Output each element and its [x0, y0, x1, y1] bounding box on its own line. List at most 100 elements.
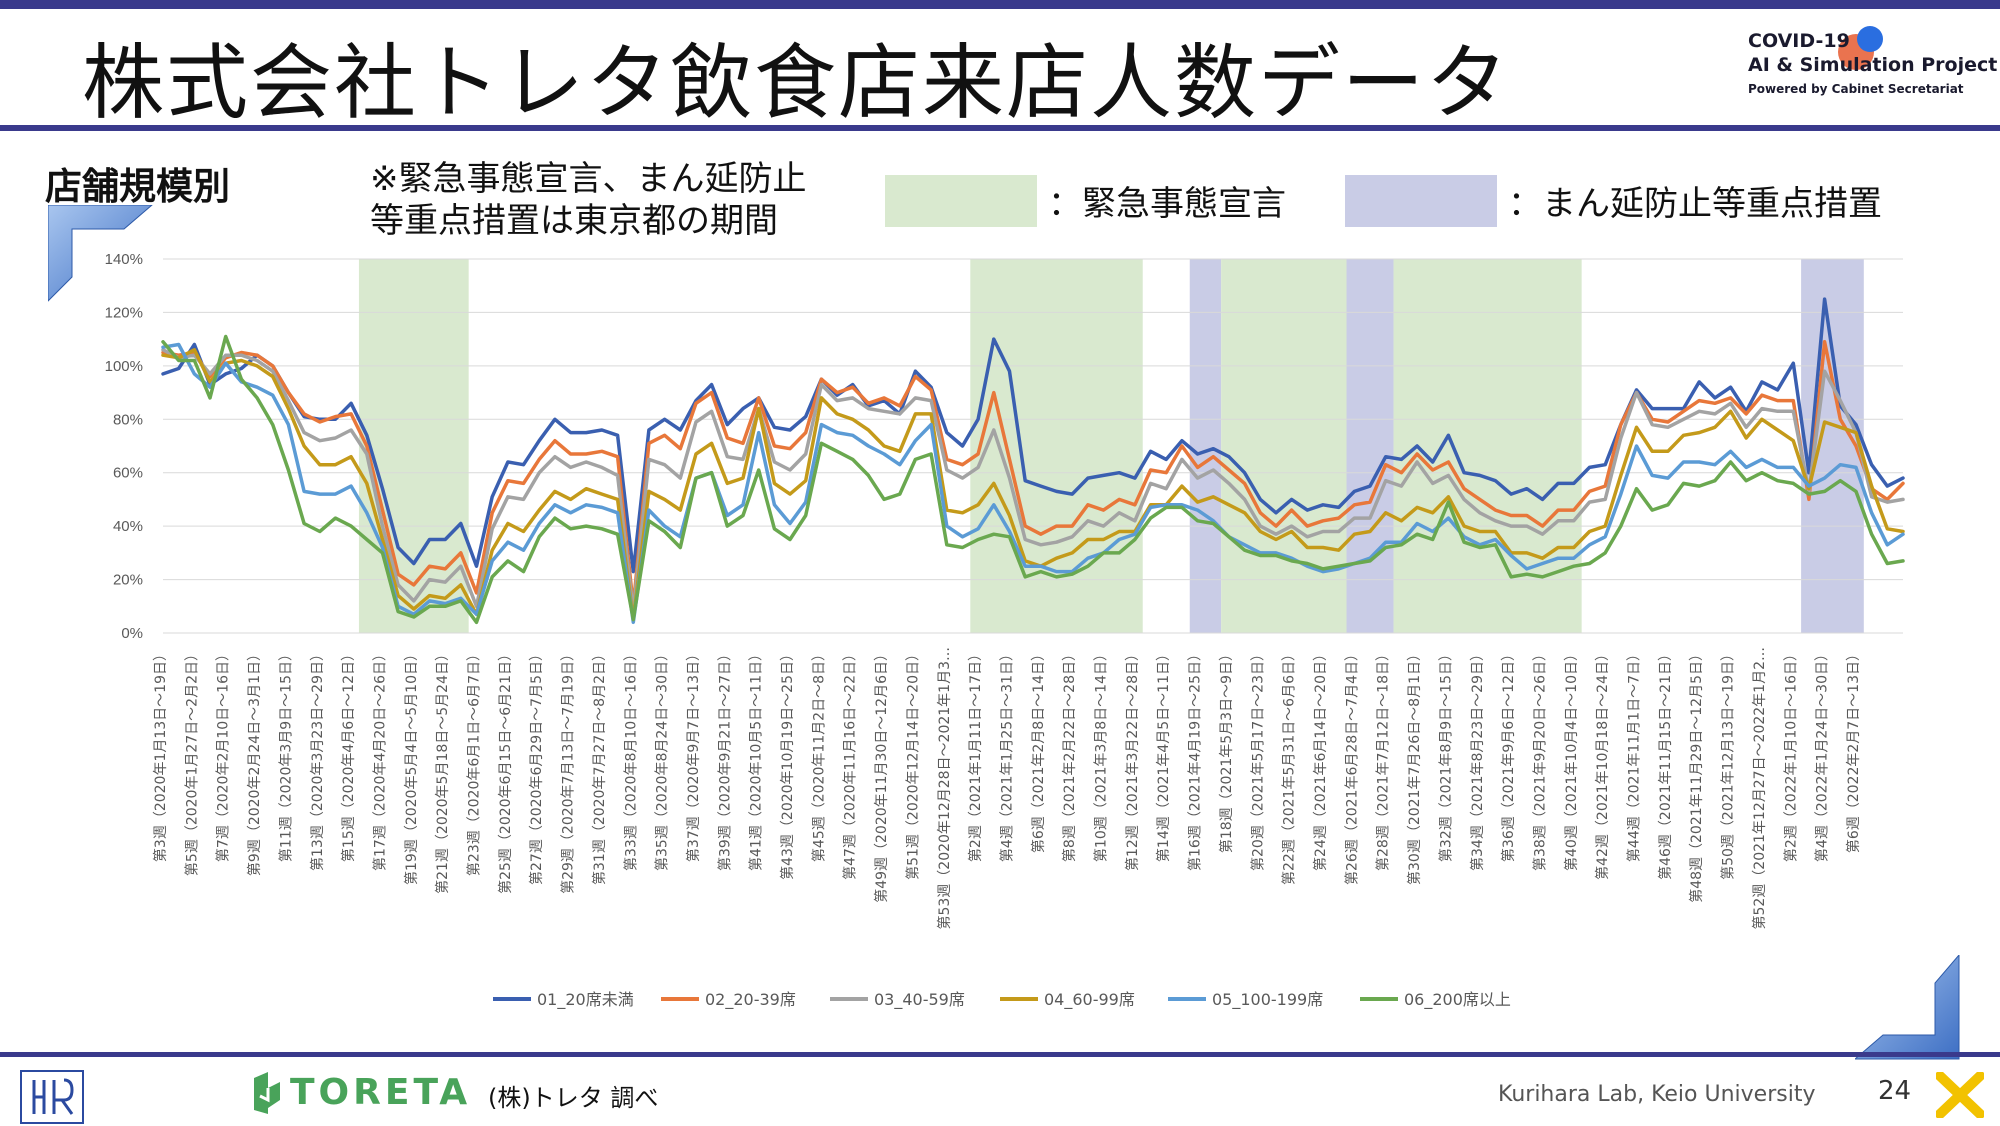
- x-tick-label: 第2週（2022年1月10日～16日）: [1782, 647, 1799, 862]
- x-tick-label: 第26週（2021年6月28日～7月4日）: [1343, 647, 1360, 885]
- toreta-leaf-icon: [254, 1072, 280, 1114]
- x-tick-label: 第46週（2021年11月15日～21日）: [1657, 647, 1674, 880]
- x-tick-label: 第44週（2021年11月1日～7日）: [1626, 647, 1643, 862]
- x-tick-label: 第10週（2021年3月8日～14日）: [1093, 647, 1110, 862]
- corner-arrow-top-left-icon: [48, 205, 153, 302]
- x-tick-label: 第6週（2021年2月8日～14日）: [1030, 647, 1047, 853]
- legend-label: 02_20-39席: [705, 990, 796, 1010]
- shaded-priority-4: [1346, 259, 1394, 633]
- x-tick-label: 第43週（2020年10月19日～25日）: [779, 647, 796, 880]
- series-line-03_40-59席: [161, 348, 1905, 614]
- x-tick-label: 第4週（2022年1月24日～30日）: [1814, 647, 1831, 862]
- x-tick-label: 第5週（2020年1月27日～2月2日）: [183, 647, 200, 876]
- x-tick-label: 第42週（2021年10月18日～24日）: [1594, 647, 1611, 880]
- emergency-legend-swatch: [885, 175, 1037, 227]
- x-tick-label: 第2週（2021年1月11日～17日）: [967, 647, 984, 862]
- x-tick-label: 第22週（2021年5月31日～6月6日）: [1281, 647, 1298, 885]
- x-tick-label: 第23週（2020年6月1日～6月7日）: [466, 647, 483, 876]
- x-tick-label: 第39週（2020年9月21日～27日）: [716, 647, 733, 871]
- x-tick-label: 第14週（2021年4月5日～11日）: [1155, 647, 1172, 862]
- x-tick-label: 第34週（2021年8月23日～29日）: [1469, 647, 1486, 871]
- series-line-05_100-199席: [161, 342, 1905, 625]
- title-divider: [0, 125, 2000, 131]
- slide-title: 株式会社トレタ飲食店来店人数データ: [82, 36, 1511, 131]
- x-tick-label: 第28週（2021年7月12日～18日）: [1375, 647, 1392, 871]
- y-tick-label: 100%: [105, 358, 143, 375]
- x-tick-label: 第16週（2021年4月19日～25日）: [1187, 647, 1204, 871]
- x-tick-label: 第18週（2021年5月3日～9日）: [1218, 647, 1235, 853]
- x-tick-label: 第33週（2020年8月10日～16日）: [622, 647, 639, 871]
- y-tick-label: 120%: [105, 304, 143, 321]
- x-tick-label: 第47週（2020年11月16日～22日）: [842, 647, 859, 880]
- x-tick-label: 第38週（2021年9月20日～26日）: [1531, 647, 1548, 871]
- legend-label: 01_20席未満: [537, 990, 634, 1010]
- legend-label: 06_200席以上: [1404, 990, 1511, 1010]
- declaration-note: ※緊急事態宣言、まん延防止 等重点措置は東京都の期間: [370, 158, 807, 242]
- x-axis-labels: 第3週（2020年1月13日～19日） 第5週（2020年1月27日～2月2日） 第…: [152, 647, 1862, 930]
- y-tick-label: 60%: [113, 465, 143, 482]
- series-line-01_20席未満: [161, 297, 1905, 574]
- page-number: 24: [1878, 1076, 1912, 1106]
- shaded-emergency-0: [358, 259, 469, 633]
- shaded-emergency-3: [1221, 259, 1347, 633]
- shaded-emergency-5: [1393, 259, 1582, 633]
- x-tick-label: 第11週（2020年3月9日～15日）: [277, 647, 294, 862]
- legend-label: 05_100-199席: [1212, 990, 1323, 1010]
- x-tick-label: 第6週（2022年2月7日～13日）: [1845, 647, 1862, 853]
- x-tick-label: 第48週（2021年11月29日～12月5日）: [1688, 647, 1705, 903]
- section-label: 店舗規模別: [45, 165, 230, 208]
- x-tick-label: 第50週（2021年12月13日～19日）: [1720, 647, 1737, 880]
- x-tick-label: 第51週（2020年12月14日～20日）: [904, 647, 921, 880]
- top-accent-bar: [0, 0, 2000, 9]
- legend-label: 03_40-59席: [874, 990, 965, 1010]
- x-tick-label: 第7週（2020年2月10日～16日）: [215, 647, 232, 862]
- x-tick-label: 第31週（2020年7月27日～8月2日）: [591, 647, 608, 885]
- emergency-legend-label: ：緊急事態宣言: [1048, 184, 1286, 224]
- series-line-06_200席以上: [161, 334, 1905, 625]
- data-source: (株)トレタ 調べ: [488, 1084, 659, 1112]
- x-tick-label: 第8週（2021年2月22日～28日）: [1061, 647, 1078, 862]
- x-tick-label: 第12週（2021年3月22日～28日）: [1124, 647, 1141, 871]
- priority-legend-swatch: [1345, 175, 1497, 227]
- x-tick-label: 第27週（2020年6月29日～7月5日）: [528, 647, 545, 885]
- x-tick-label: 第24週（2021年6月14日～20日）: [1312, 647, 1329, 871]
- logo-line2: AI & Simulation Project: [1748, 54, 1998, 76]
- logo-line3: Powered by Cabinet Secretariat: [1748, 82, 1964, 96]
- priority-legend-label: ：まん延防止等重点措置: [1508, 184, 1882, 224]
- y-axis-labels: 0% 20% 40% 60% 80% 100% 120% 140%: [105, 251, 143, 642]
- x-tick-label: 第49週（2020年11月30日～12月6日）: [873, 647, 890, 903]
- x-tick-label: 第35週（2020年8月24日～30日）: [654, 647, 671, 871]
- x-tick-label: 第41週（2020年10月5日～11日）: [748, 647, 765, 871]
- grid-lines: [163, 258, 1903, 634]
- x-tick-label: 第32週（2021年8月9日～15日）: [1437, 647, 1454, 862]
- x-logo-icon: [1936, 1072, 1984, 1118]
- note-line-1: ※緊急事態宣言、まん延防止: [370, 159, 807, 199]
- note-line-2: 等重点措置は東京都の期間: [370, 201, 778, 241]
- x-tick-label: 第29週（2020年7月13日～7月19日）: [560, 647, 577, 894]
- visitor-line-chart: 0% 20% 40% 60% 80% 100% 120% 140% 第3週（2020年1月13…: [105, 251, 1905, 1010]
- x-tick-label: 第30週（2021年7月26日～8月1日）: [1406, 647, 1423, 885]
- logo-blue-dot-icon: [1857, 26, 1883, 52]
- logo-line1: COVID-19: [1748, 30, 1850, 52]
- x-tick-label: 第13週（2020年3月23日～29日）: [309, 647, 326, 871]
- series-line-04_60-99席: [161, 348, 1905, 622]
- y-tick-label: 40%: [113, 518, 143, 535]
- x-tick-label: 第19週（2020年5月4日～5月10日）: [403, 647, 420, 885]
- x-tick-label: 第3週（2020年1月13日～19日）: [152, 647, 169, 862]
- x-tick-label: 第40週（2021年10月4日～10日）: [1563, 647, 1580, 871]
- x-tick-label: 第36週（2021年9月6日～12日）: [1500, 647, 1517, 862]
- x-tick-label: 第21週（2020年5月18日～5月24日）: [434, 647, 451, 894]
- x-tick-label: 第53週（2020年12月28日～2021年1月3…: [936, 647, 953, 930]
- series-line-02_20-39席: [161, 340, 1905, 609]
- x-tick-label: 第37週（2020年9月7日～13日）: [685, 647, 702, 862]
- series-lines: [161, 297, 1905, 625]
- lab-credit: Kurihara Lab, Keio University: [1498, 1082, 1816, 1107]
- y-tick-label: 140%: [105, 251, 143, 268]
- y-tick-label: 0%: [121, 625, 143, 642]
- x-tick-label: 第52週（2021年12月27日～2022年1月2…: [1751, 647, 1768, 930]
- y-tick-label: 20%: [113, 572, 143, 589]
- x-tick-label: 第17週（2020年4月20日～26日）: [371, 647, 388, 871]
- keio-lab-logo: [20, 1070, 84, 1124]
- footer-divider: [0, 1052, 2000, 1057]
- covid-ai-logo: COVID-19 AI & Simulation Project Powered…: [1748, 26, 1998, 115]
